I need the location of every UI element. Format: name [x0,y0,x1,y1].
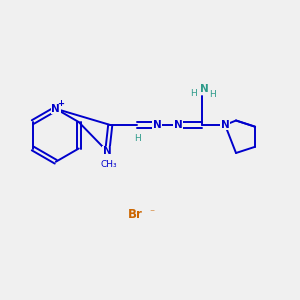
Text: H: H [134,134,141,143]
Text: N: N [221,120,230,130]
Text: +: + [58,99,64,108]
Text: N: N [103,146,112,157]
Text: N: N [51,104,60,114]
Text: N: N [174,120,182,130]
Text: H: H [190,89,197,98]
Text: Br: Br [128,208,143,221]
Text: N: N [153,120,162,130]
Text: N: N [200,84,208,94]
Text: H: H [209,90,216,99]
Text: CH₃: CH₃ [100,160,117,169]
Text: ⁻: ⁻ [149,208,154,218]
